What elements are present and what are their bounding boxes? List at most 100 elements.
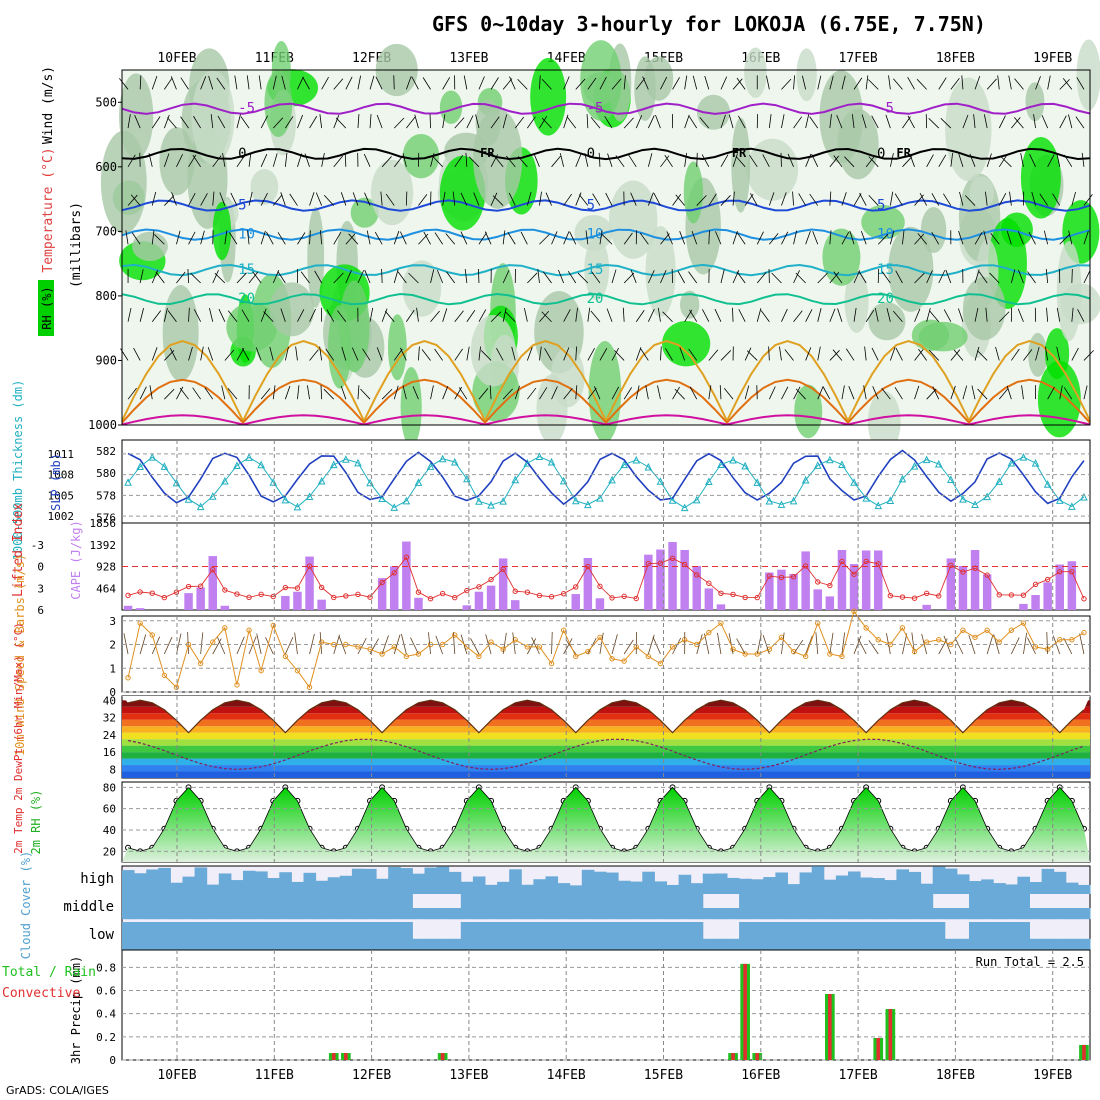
wind-barb bbox=[216, 77, 226, 90]
temp-color-band bbox=[122, 758, 1090, 766]
rh-shade bbox=[844, 270, 869, 333]
wind-tick-label: 3 bbox=[109, 615, 116, 628]
rh-shade bbox=[945, 77, 992, 182]
slp-marker bbox=[838, 460, 846, 468]
wind-barb bbox=[665, 348, 673, 361]
rh-shade bbox=[683, 161, 704, 224]
wind-barb bbox=[628, 154, 637, 168]
wind-barb bbox=[376, 114, 383, 129]
cloud-low-bar bbox=[1017, 922, 1030, 950]
wind-barb bbox=[985, 307, 988, 322]
slp-marker bbox=[620, 460, 628, 469]
wind-barb bbox=[381, 268, 383, 284]
wind-barb-10m bbox=[176, 633, 182, 655]
wind-barb bbox=[749, 154, 758, 168]
wind-barb bbox=[393, 117, 405, 129]
wind-barb bbox=[309, 230, 311, 245]
precip-frame bbox=[121, 949, 1091, 1061]
wind-barb bbox=[490, 116, 500, 129]
wind-barb bbox=[526, 191, 532, 206]
wind-speed-point bbox=[899, 625, 906, 631]
slp-marker bbox=[596, 493, 604, 502]
wind-barb bbox=[587, 307, 591, 322]
lifted-tick-label: 6 bbox=[37, 604, 44, 617]
wind-barb bbox=[484, 231, 492, 245]
cloud-high-bar bbox=[436, 866, 450, 894]
cape-bar bbox=[922, 604, 931, 610]
slp-marker bbox=[910, 461, 919, 470]
slp-marker bbox=[293, 502, 302, 511]
cloud-low-bar bbox=[775, 922, 788, 950]
wind-barb bbox=[149, 385, 153, 400]
slp-marker bbox=[922, 455, 931, 464]
wind-barb bbox=[762, 154, 770, 168]
wind-barb bbox=[732, 78, 743, 90]
rh-shade bbox=[744, 47, 767, 98]
wind-barb bbox=[1083, 385, 1088, 400]
wind-barb bbox=[861, 114, 867, 129]
wind-barb bbox=[983, 230, 988, 245]
cloud-high-bar bbox=[835, 875, 849, 894]
wind-speed-point bbox=[197, 660, 204, 667]
wind-barb bbox=[983, 114, 988, 129]
slp-marker bbox=[172, 478, 181, 487]
wind-barb bbox=[868, 79, 879, 90]
wind-barb bbox=[139, 386, 147, 400]
wind-barb bbox=[315, 192, 323, 206]
slp-marker bbox=[208, 492, 217, 500]
wind-barb bbox=[1068, 230, 1073, 245]
wind-barb bbox=[746, 350, 758, 361]
wind-barb bbox=[375, 76, 383, 90]
wind-barb bbox=[151, 116, 161, 129]
cloud-low-bar bbox=[1053, 938, 1067, 950]
wind-barb bbox=[756, 308, 762, 322]
wind-barb bbox=[974, 269, 980, 284]
slp-marker bbox=[1019, 453, 1028, 461]
cloud-middle-bar bbox=[315, 894, 329, 920]
lifted-index-point bbox=[161, 594, 168, 601]
cloud-low-bar bbox=[521, 922, 534, 950]
isotherm-label: 10 bbox=[238, 227, 255, 243]
slp-marker bbox=[281, 495, 290, 504]
cloud-middle-bar bbox=[581, 894, 595, 920]
wind-barb-10m bbox=[428, 632, 431, 655]
wind-barb bbox=[511, 346, 516, 361]
wind-barb bbox=[170, 76, 177, 90]
cloud-high-bar bbox=[509, 869, 522, 894]
wind-barb bbox=[851, 114, 855, 129]
wind10m-axis-label: 10m Wind Speed & Barbs (m/s) bbox=[13, 554, 27, 756]
wind-barb bbox=[833, 155, 843, 168]
rh-shade bbox=[269, 282, 315, 337]
precip-convective-bar bbox=[755, 1053, 760, 1060]
wind-barb bbox=[345, 269, 352, 284]
rh-shade bbox=[470, 314, 516, 387]
wind-barb bbox=[760, 310, 770, 322]
lifted-index-point bbox=[476, 584, 482, 590]
wind-barb bbox=[514, 116, 525, 129]
wind-barb bbox=[130, 194, 141, 206]
wind-barb bbox=[337, 310, 347, 322]
wind-barb bbox=[919, 193, 928, 206]
wind-barb bbox=[212, 155, 222, 168]
wind-barb bbox=[478, 346, 481, 361]
wind-barb bbox=[430, 153, 435, 167]
date-label-bottom: 11FEB bbox=[255, 1068, 294, 1083]
cloud-high-bar bbox=[872, 878, 885, 894]
wind-barb bbox=[507, 232, 516, 245]
slp-marker bbox=[947, 475, 955, 483]
lifted-index-point bbox=[415, 589, 422, 595]
wind-barb bbox=[885, 114, 891, 129]
wind-barb bbox=[118, 78, 129, 90]
wind-barb bbox=[345, 76, 353, 90]
cloud-low-bar bbox=[678, 922, 692, 950]
wind-speed-point bbox=[802, 653, 809, 660]
date-label-bottom: 19FEB bbox=[1033, 1068, 1072, 1083]
wind-barb bbox=[297, 309, 305, 322]
wind-barb bbox=[478, 232, 487, 245]
wind-barb bbox=[381, 308, 388, 322]
grads-credit: GrADS: COLA/IGES bbox=[6, 1084, 109, 1097]
wind-barb bbox=[445, 233, 456, 245]
cloud-middle-bar bbox=[170, 894, 183, 920]
wind-barb bbox=[442, 386, 449, 400]
wind-barb bbox=[1068, 114, 1073, 129]
